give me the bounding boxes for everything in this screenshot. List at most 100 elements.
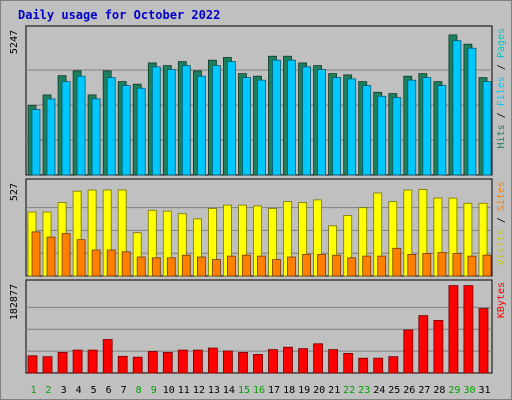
x-tick-label: 20: [313, 385, 325, 396]
bar-sites-day-19: [302, 253, 312, 277]
bar-files-day-1: [31, 109, 41, 176]
bar-files-day-23: [362, 85, 372, 176]
bar-files-day-15: [242, 77, 251, 176]
bar-kbytes-day-28: [433, 319, 444, 374]
bar-files-day-7: [121, 85, 131, 176]
y-max-label: 527: [9, 183, 20, 201]
bar-kbytes-day-18: [283, 346, 293, 374]
bar-kbytes-day-27: [418, 315, 429, 374]
bar-files-day-6: [106, 77, 116, 176]
bar-sites-day-6: [106, 249, 116, 277]
bar-files-day-18: [287, 59, 296, 176]
bar-files-day-27: [422, 77, 432, 176]
x-tick-label: 25: [388, 385, 400, 396]
bar-sites-day-14: [226, 255, 236, 277]
x-tick-label: 19: [298, 385, 310, 396]
bar-sites-day-3: [61, 233, 71, 277]
bar-sites-day-21: [332, 254, 342, 277]
x-tick-label: 4: [76, 385, 82, 396]
x-tick-label: 13: [208, 385, 220, 396]
bar-files-day-8: [136, 87, 146, 176]
x-tick-label: 9: [151, 385, 157, 396]
bar-sites-day-12: [196, 256, 206, 277]
bar-sites-day-17: [272, 259, 281, 277]
bar-kbytes-day-2: [42, 356, 53, 374]
bar-files-day-20: [317, 69, 327, 176]
x-tick-label: 18: [283, 385, 295, 396]
axis-label-pages: Pages: [496, 28, 507, 58]
bar-files-day-31: [482, 81, 492, 176]
x-tick-label: 14: [223, 385, 235, 396]
bar-kbytes-day-31: [478, 308, 489, 374]
x-tick-label: 11: [178, 385, 190, 396]
bar-sites-day-31: [482, 254, 492, 277]
bar-kbytes-day-10: [162, 351, 173, 374]
bar-kbytes-day-25: [388, 356, 399, 374]
bar-kbytes-day-6: [102, 339, 113, 374]
bar-kbytes-day-26: [403, 329, 414, 374]
bar-sites-day-13: [211, 259, 221, 277]
axis-label-kbytes: KBytes: [496, 282, 507, 318]
x-tick-label: 5: [91, 385, 97, 396]
bar-files-day-12: [196, 75, 206, 176]
bar-kbytes-day-9: [147, 351, 158, 374]
bar-sites-day-11: [181, 254, 191, 277]
bar-sites-day-22: [347, 257, 357, 277]
bar-kbytes-day-23: [358, 357, 369, 374]
x-tick-label: 26: [403, 385, 415, 396]
bar-sites-day-4: [76, 239, 86, 277]
bar-files-day-25: [392, 97, 402, 176]
bar-sites-day-5: [91, 249, 101, 277]
x-tick-label: 30: [463, 385, 475, 396]
bar-kbytes-day-20: [313, 343, 324, 374]
bar-sites-day-1: [31, 231, 41, 277]
bar-sites-day-10: [166, 257, 176, 277]
bar-files-day-17: [272, 59, 281, 176]
bar-kbytes-day-5: [87, 349, 98, 374]
bar-kbytes-day-19: [298, 348, 309, 374]
x-tick-label: 17: [268, 385, 280, 396]
bar-kbytes-day-1: [27, 355, 38, 374]
bar-sites-day-27: [422, 253, 432, 277]
x-tick-label: 12: [193, 385, 205, 396]
bar-sites-day-30: [467, 255, 477, 277]
x-tick-label: 24: [373, 385, 385, 396]
bar-files-day-13: [211, 65, 221, 176]
axis-label-files: Files: [496, 76, 507, 106]
bar-files-day-16: [257, 79, 266, 176]
bar-files-day-4: [76, 75, 86, 176]
bar-sites-day-9: [151, 257, 161, 277]
bar-kbytes-day-13: [207, 347, 218, 374]
axis-label-hits: Hits: [496, 124, 507, 148]
bar-files-day-19: [302, 66, 312, 176]
bar-files-day-14: [226, 61, 236, 176]
bar-files-day-26: [407, 79, 417, 176]
chart-panels: 5247 Hits / Files / Pages 527 Visits / Site…: [9, 25, 507, 374]
bar-sites-day-2: [46, 236, 56, 277]
bar-files-day-22: [347, 78, 357, 176]
bar-kbytes-day-29: [448, 285, 459, 374]
bar-sites-day-29: [452, 253, 462, 277]
bar-files-day-10: [166, 69, 176, 176]
x-tick-label: 10: [163, 385, 175, 396]
x-tick-label: 21: [328, 385, 340, 396]
bar-files-day-29: [452, 40, 462, 176]
bar-kbytes-day-15: [238, 351, 248, 374]
x-tick-label: 2: [45, 385, 51, 396]
bar-files-day-28: [437, 85, 447, 176]
bar-kbytes-day-22: [343, 352, 354, 374]
x-tick-label: 1: [30, 385, 36, 396]
bar-kbytes-day-24: [373, 357, 384, 374]
x-tick-label: 16: [253, 385, 265, 396]
bar-files-day-11: [181, 65, 191, 176]
right-axis-label: Hits / Files / Pages: [496, 28, 507, 148]
x-tick-label: 7: [121, 385, 127, 396]
bar-kbytes-day-12: [192, 349, 203, 374]
x-axis-labels: 1 2 3 4 5 6 7 8 9 10 11 12 13 14 15 16 17 18 19 20 21 22 23 24 2…: [30, 385, 490, 396]
right-axis-label: KBytes: [496, 282, 507, 318]
x-tick-label: 31: [478, 385, 490, 396]
x-tick-label: 23: [358, 385, 370, 396]
bar-kbytes-day-30: [463, 285, 474, 374]
bar-files-day-2: [46, 98, 56, 176]
